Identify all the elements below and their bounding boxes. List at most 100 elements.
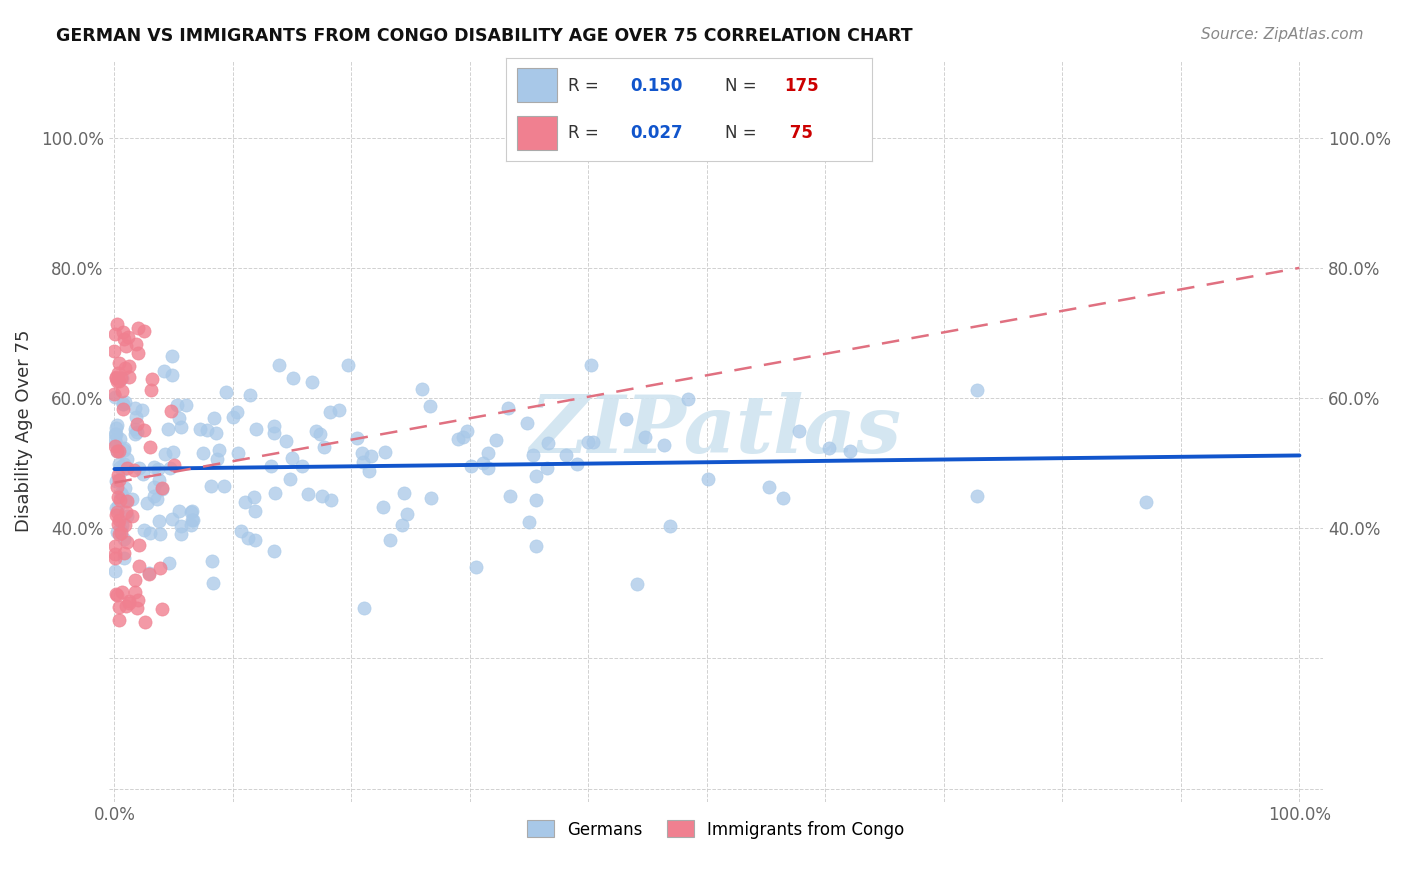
Point — [108, 356, 131, 370]
Point — [159, 461, 181, 475]
Point — [105, 318, 128, 332]
Point — [278, 472, 301, 486]
Point — [281, 450, 304, 465]
Point — [112, 458, 135, 472]
Point — [104, 420, 127, 434]
Point — [112, 550, 135, 565]
Point — [200, 479, 222, 493]
Point — [148, 515, 170, 529]
Point — [352, 455, 374, 469]
Point — [111, 463, 134, 477]
Legend: Germans, Immigrants from Congo: Germans, Immigrants from Congo — [520, 814, 911, 846]
Point — [104, 564, 127, 578]
Point — [114, 395, 136, 409]
FancyBboxPatch shape — [517, 117, 557, 150]
Point — [128, 538, 150, 552]
Point — [626, 576, 648, 591]
Point — [169, 504, 191, 518]
Point — [124, 421, 146, 435]
Point — [160, 368, 183, 383]
Point — [104, 508, 127, 522]
Point — [143, 489, 166, 503]
Point — [114, 360, 136, 375]
Point — [107, 490, 129, 504]
Point — [114, 494, 136, 508]
Point — [174, 398, 197, 412]
Point — [115, 599, 138, 614]
Point — [108, 457, 131, 471]
Point — [582, 435, 605, 450]
Point — [243, 503, 266, 517]
Point — [352, 446, 374, 460]
Point — [148, 473, 170, 487]
Point — [104, 547, 127, 561]
Point — [125, 409, 148, 424]
Point — [460, 458, 482, 473]
Point — [105, 374, 128, 388]
Text: N =: N = — [725, 77, 762, 95]
Point — [477, 461, 499, 475]
Point — [125, 417, 148, 431]
Text: ZIPatlas: ZIPatlas — [530, 392, 901, 469]
Point — [245, 422, 267, 436]
Point — [111, 518, 134, 533]
Point — [104, 539, 127, 553]
Text: GERMAN VS IMMIGRANTS FROM CONGO DISABILITY AGE OVER 75 CORRELATION CHART: GERMAN VS IMMIGRANTS FROM CONGO DISABILI… — [56, 27, 912, 45]
Point — [103, 386, 125, 401]
Point — [391, 517, 413, 532]
Point — [787, 425, 810, 439]
Point — [758, 480, 780, 494]
Point — [104, 438, 127, 452]
Point — [107, 366, 129, 380]
Point — [202, 410, 225, 425]
Point — [142, 480, 165, 494]
Text: N =: N = — [725, 124, 762, 142]
Point — [108, 473, 131, 487]
Point — [456, 425, 478, 439]
Point — [117, 535, 139, 549]
Point — [499, 489, 522, 503]
Point — [676, 392, 699, 407]
Point — [360, 450, 382, 464]
Point — [231, 524, 253, 538]
Point — [112, 331, 135, 345]
Point — [132, 324, 155, 338]
Point — [111, 384, 134, 398]
Point — [127, 425, 149, 439]
Point — [148, 461, 170, 475]
Point — [111, 371, 134, 385]
Point — [269, 358, 291, 372]
Point — [128, 559, 150, 574]
Point — [112, 545, 135, 559]
Point — [141, 372, 163, 386]
Point — [263, 544, 285, 558]
Point — [181, 504, 204, 518]
Point — [233, 495, 256, 509]
Point — [118, 593, 141, 607]
Point — [447, 432, 470, 446]
Text: 175: 175 — [785, 77, 818, 95]
Text: Source: ZipAtlas.com: Source: ZipAtlas.com — [1201, 27, 1364, 42]
Point — [111, 396, 134, 410]
Point — [207, 451, 229, 466]
Point — [114, 517, 136, 532]
Point — [337, 358, 360, 372]
Point — [112, 441, 135, 455]
Point — [353, 601, 375, 615]
Point — [138, 566, 160, 581]
Point — [236, 531, 259, 545]
Point — [697, 472, 720, 486]
Point — [305, 424, 328, 438]
Point — [131, 403, 153, 417]
Point — [115, 461, 138, 475]
Point — [536, 461, 558, 475]
Point — [526, 469, 548, 483]
Point — [112, 442, 135, 457]
Point — [139, 384, 162, 398]
Point — [274, 434, 297, 449]
Point — [139, 441, 162, 455]
Point — [201, 576, 224, 591]
Point — [524, 492, 547, 507]
Point — [170, 519, 193, 533]
Point — [104, 390, 127, 404]
